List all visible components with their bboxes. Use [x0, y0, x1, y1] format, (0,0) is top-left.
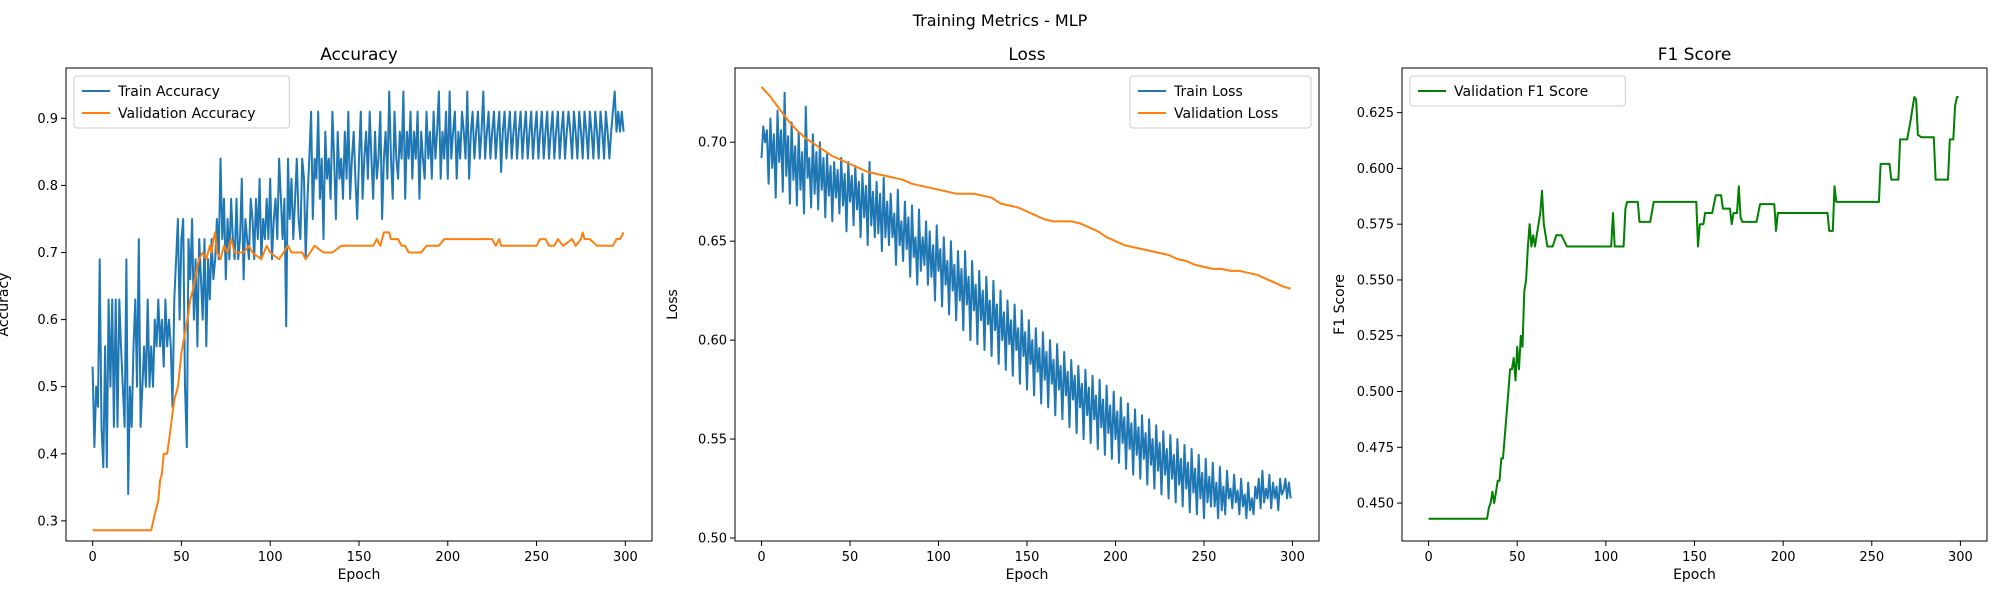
x-tick-label: 250 [1859, 550, 1884, 565]
x-tick-label: 50 [173, 550, 190, 565]
x-axis-label: Epoch [1006, 567, 1049, 583]
x-tick-label: 150 [1015, 550, 1040, 565]
y-tick-label: 0.600 [1357, 162, 1394, 177]
x-axis-label: Epoch [1673, 567, 1716, 583]
y-tick-label: 0.475 [1357, 441, 1394, 456]
x-tick-label: 150 [1682, 550, 1707, 565]
legend: Train Accuracy Validation Accuracy [73, 75, 290, 129]
y-tick-label: 0.575 [1357, 218, 1394, 233]
x-tick-label: 0 [1424, 550, 1432, 565]
x-tick-label: 50 [842, 550, 859, 565]
chart-panel-2: 0 50 100 150 200 250 300 0.50 0.55 0.60 0.65 0.70 Lo… [665, 45, 1320, 583]
series-line-1-1 [91, 90, 625, 495]
chart-title: Accuracy [320, 45, 398, 65]
x-tick-label: 100 [926, 550, 951, 565]
x-tick-label: 100 [1593, 550, 1618, 565]
chart-title: F1 Score [1658, 45, 1732, 65]
legend-entry: Validation Loss [1174, 106, 1278, 122]
y-tick-label: 0.450 [1357, 497, 1394, 512]
x-tick-label: 50 [1509, 550, 1526, 565]
y-tick-label: 0.60 [698, 334, 727, 349]
x-tick-label: 200 [435, 550, 460, 565]
x-tick-label: 250 [1192, 550, 1217, 565]
chart-panel-1: 0 50 100 150 200 250 300 0.3 0.4 0.5 0.6 0.7 0.8 0.9 A… [0, 45, 653, 583]
legend-box [1129, 75, 1312, 129]
y-tick-label: 0.4 [37, 447, 58, 462]
y-tick-label: 0.500 [1357, 385, 1394, 400]
y-tick-label: 0.55 [698, 433, 727, 448]
y-axis-label: Loss [665, 289, 681, 320]
legend-entry: Train Accuracy [117, 84, 220, 100]
legend-entry: Validation F1 Score [1454, 84, 1588, 100]
x-tick-label: 250 [524, 550, 549, 565]
series-line-1-2 [92, 231, 625, 532]
chart-panel-3: 0 50 100 150 200 250 300 0.450 0.475 0.500 0.525 0.… [1332, 45, 1988, 583]
y-axis-label: F1 Score [1332, 274, 1348, 335]
legend-entry: Train Loss [1173, 84, 1243, 100]
series-line-2-1 [760, 91, 1292, 520]
y-tick-label: 0.7 [37, 246, 58, 261]
series-line-2-2 [760, 86, 1291, 290]
y-tick-label: 0.9 [37, 112, 58, 127]
y-tick-label: 0.8 [37, 179, 58, 194]
y-tick-label: 0.70 [698, 136, 727, 151]
legend: Train Loss Validation Loss [1129, 75, 1312, 129]
y-tick-label: 0.625 [1357, 106, 1394, 121]
legend-box [1409, 75, 1626, 107]
legend: Validation F1 Score [1409, 75, 1626, 107]
y-tick-label: 0.65 [698, 235, 727, 250]
x-tick-label: 300 [1948, 550, 1973, 565]
y-tick-label: 0.6 [37, 313, 58, 328]
chart-panels: 0 50 100 150 200 250 300 0.3 0.4 0.5 0.6 0.7 0.8 0.9 A… [0, 45, 1988, 583]
x-tick-label: 0 [757, 550, 765, 565]
y-tick-label: 0.550 [1357, 273, 1394, 288]
y-tick-label: 0.3 [37, 514, 58, 529]
x-tick-label: 0 [88, 550, 96, 565]
y-tick-label: 0.5 [37, 380, 58, 395]
x-tick-label: 150 [347, 550, 372, 565]
series-line-3-1 [1428, 96, 1959, 520]
x-tick-label: 200 [1771, 550, 1796, 565]
y-axis-label: Accuracy [0, 273, 12, 337]
y-tick-label: 0.525 [1357, 329, 1394, 344]
legend-entry: Validation Accuracy [118, 106, 256, 122]
x-tick-label: 300 [613, 550, 638, 565]
y-tick-label: 0.50 [698, 532, 727, 547]
x-tick-label: 300 [1280, 550, 1305, 565]
x-tick-label: 100 [258, 550, 283, 565]
chart-title: Loss [1008, 45, 1045, 65]
legend-box [73, 75, 290, 129]
figure-suptitle: Training Metrics - MLP [912, 11, 1088, 30]
x-axis-label: Epoch [338, 567, 381, 583]
x-tick-label: 200 [1103, 550, 1128, 565]
